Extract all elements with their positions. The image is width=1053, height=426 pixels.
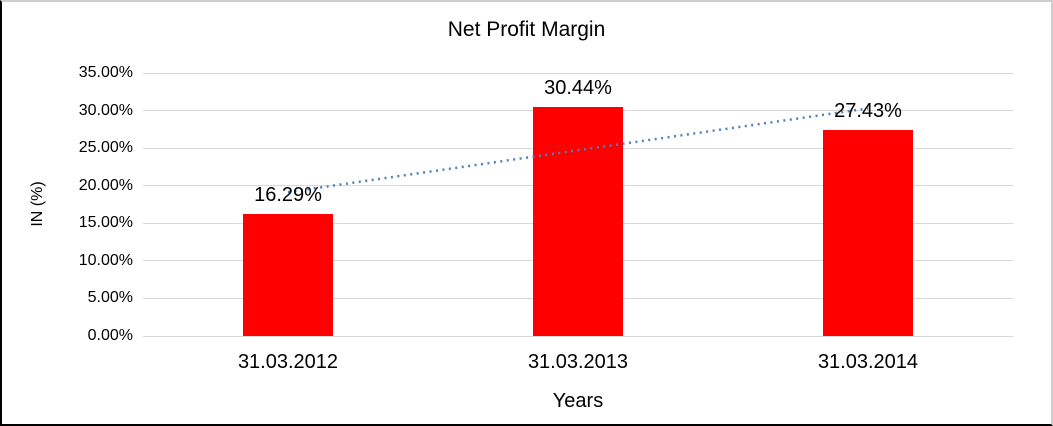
data-label: 30.44% bbox=[544, 77, 612, 100]
y-tick-label: 20.00% bbox=[78, 176, 133, 194]
y-tick-label: 15.00% bbox=[78, 214, 133, 232]
x-axis-title: Years bbox=[552, 390, 604, 412]
gridline bbox=[143, 72, 1013, 74]
plot-area: 16.29% 30.44% 27.43% bbox=[143, 72, 1013, 337]
y-tick-label: 10.00% bbox=[78, 251, 133, 269]
gridline bbox=[143, 335, 1013, 337]
data-label: 16.29% bbox=[254, 183, 322, 206]
data-label: 27.43% bbox=[834, 99, 902, 122]
y-tick-label: 5.00% bbox=[87, 289, 133, 307]
x-tick-label: 31.03.2014 bbox=[817, 351, 919, 373]
y-tick-label: 30.00% bbox=[78, 101, 133, 119]
chart-title: Net Profit Margin bbox=[447, 18, 606, 41]
y-tick-label: 35.00% bbox=[78, 64, 133, 81]
bar bbox=[823, 129, 913, 336]
y-tick-label: 25.00% bbox=[78, 139, 133, 157]
x-tick-label: 31.03.2012 bbox=[237, 351, 339, 373]
bar bbox=[243, 213, 333, 336]
x-tick-label: 31.03.2013 bbox=[527, 351, 629, 373]
trendline bbox=[287, 107, 869, 194]
bar bbox=[533, 107, 623, 336]
y-tick-label: 0.00% bbox=[87, 327, 133, 344]
